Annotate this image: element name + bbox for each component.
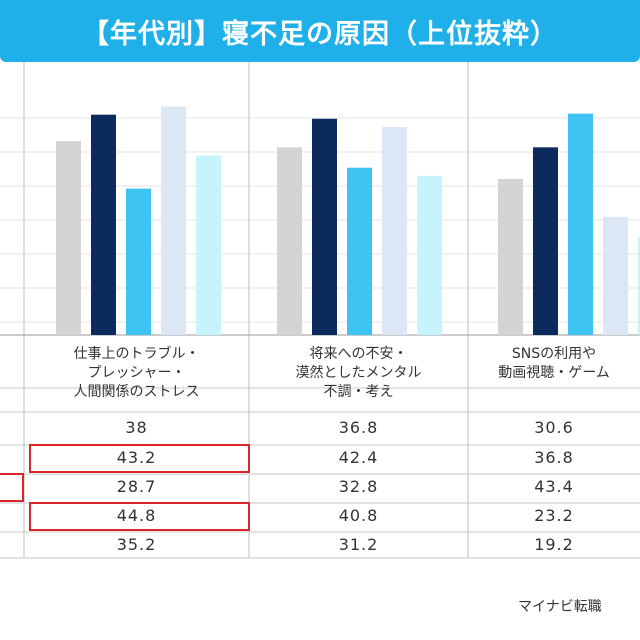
table-cell: 43.4 [534, 477, 574, 496]
chart-title: 【年代別】寝不足の原因（上位抜粋） [82, 18, 558, 50]
table-cell: 36.8 [338, 418, 379, 437]
bar [603, 216, 628, 335]
table-cell: 42.4 [338, 448, 379, 467]
table-cell: 23.2 [534, 506, 574, 525]
table-cell: 35.2 [116, 535, 157, 554]
highlight-box-partial [0, 473, 24, 502]
bar [498, 178, 523, 335]
source-credit: マイナビ転職 [518, 599, 602, 615]
bar [312, 118, 337, 335]
table-cell: 31.2 [338, 535, 379, 554]
category-label: 将来への不安・ 漠然としたメンタル 不調・考え [295, 346, 422, 400]
table-cell: 44.8 [116, 506, 157, 525]
category-label: 仕事上のトラブル・ プレッシャー・ 人間関係のストレス [73, 346, 200, 400]
table-cell: 32.8 [338, 477, 379, 496]
table-cell: 19.2 [534, 535, 574, 554]
bar [533, 147, 558, 335]
table-cell: 30.6 [534, 418, 574, 437]
bar [126, 188, 151, 335]
table-cell: 28.7 [116, 477, 157, 496]
title-banner: 【年代別】寝不足の原因（上位抜粋） [0, 0, 640, 62]
bar [347, 167, 372, 335]
bar [568, 113, 593, 335]
highlight-box [29, 444, 250, 473]
bar [382, 126, 407, 335]
bar [56, 141, 81, 335]
bar [91, 114, 116, 336]
highlight-box [29, 502, 250, 531]
bar [277, 147, 302, 335]
table-cell: 40.8 [338, 506, 379, 525]
bar [161, 106, 186, 336]
table-cell: 43.2 [116, 448, 157, 467]
table-cell: 38 [125, 418, 148, 437]
category-label: SNSの利用や 動画視聴・ゲーム [498, 346, 610, 381]
bar [417, 175, 442, 335]
bar [638, 237, 640, 335]
bar [196, 155, 221, 335]
table-cell: 36.8 [534, 448, 574, 467]
